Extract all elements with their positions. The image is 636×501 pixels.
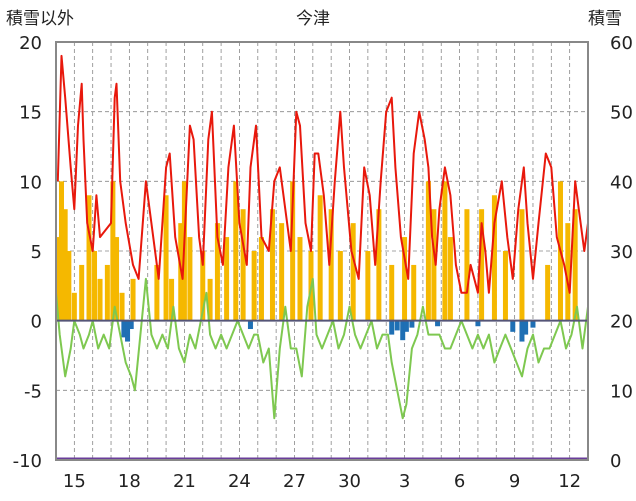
- yellow-bars-bar: [290, 181, 296, 321]
- yellow-bars-bar: [545, 264, 551, 321]
- right-tick-label: 0: [610, 451, 621, 472]
- left-tick-label: -5: [24, 381, 42, 402]
- x-tick-label: 21: [173, 471, 196, 492]
- x-tick-label: 18: [118, 471, 141, 492]
- chart-title: 今津: [296, 9, 330, 29]
- blue-bars-bar: [403, 320, 409, 332]
- right-tick-label: 40: [610, 172, 633, 193]
- x-tick-label: 6: [454, 471, 465, 492]
- yellow-bars-bar: [207, 278, 213, 321]
- blue-bars-bar: [125, 320, 131, 342]
- yellow-bars-bar: [104, 264, 110, 321]
- yellow-bars-bar: [154, 264, 160, 321]
- left-axis-label: 積雪以外: [6, 9, 74, 29]
- yellow-bars-bar: [376, 209, 382, 321]
- blue-bars-bar: [121, 320, 127, 338]
- yellow-bars-bar: [233, 181, 239, 321]
- yellow-bars-bar: [491, 195, 497, 321]
- yellow-bars-bar: [86, 195, 92, 321]
- x-tick-label: 27: [283, 471, 306, 492]
- blue-bars-bar: [523, 320, 529, 335]
- left-tick-label: 20: [19, 33, 42, 54]
- yellow-bars-bar: [297, 237, 303, 321]
- left-tick-label: -10: [13, 451, 42, 472]
- blue-bars-bar: [435, 320, 441, 327]
- right-tick-label: 50: [610, 103, 633, 124]
- yellow-bars-bar: [442, 181, 448, 321]
- x-tick-label: 24: [228, 471, 251, 492]
- yellow-bars-bar: [411, 264, 417, 321]
- x-tick-label: 12: [558, 471, 581, 492]
- yellow-bars-bar: [110, 181, 116, 321]
- blue-bars-bar: [519, 320, 525, 342]
- blue-bars-bar: [128, 320, 134, 330]
- yellow-bars-bar: [464, 209, 470, 321]
- x-tick-label: 15: [63, 471, 86, 492]
- yellow-bars-bar: [169, 278, 175, 321]
- yellow-bars-bar: [425, 181, 431, 321]
- green-line-series: [55, 277, 589, 420]
- right-tick-label: 10: [610, 381, 633, 402]
- yellow-bars-bar: [279, 223, 285, 321]
- yellow-bars-bar: [163, 195, 169, 321]
- yellow-bars-bar: [251, 251, 257, 321]
- right-axis-label: 積雪: [588, 9, 622, 29]
- blue-bars-bar: [475, 320, 481, 327]
- right-tick-label: 60: [610, 33, 633, 54]
- yellow-bars-bar: [66, 251, 72, 321]
- yellow-bars-bar: [431, 209, 437, 321]
- red-line-series: [56, 54, 589, 294]
- left-tick-label: 5: [31, 242, 42, 263]
- yellow-bars-bar: [97, 278, 103, 321]
- yellow-bars-bar: [114, 237, 120, 321]
- x-tick-label: 3: [399, 471, 410, 492]
- yellow-bars-bar: [200, 251, 206, 321]
- yellow-bars-bar: [187, 237, 193, 321]
- yellow-bars-bar: [337, 251, 343, 321]
- left-tick-label: 10: [19, 172, 42, 193]
- right-tick-label: 20: [610, 312, 633, 333]
- yellow-bars-bar: [565, 223, 571, 321]
- yellow-bars-bar: [402, 237, 408, 321]
- yellow-bars-bar: [130, 278, 136, 321]
- yellow-bars-bar: [59, 181, 65, 321]
- yellow-bars-bar: [62, 209, 68, 321]
- x-tick-label: 9: [509, 471, 520, 492]
- yellow-bars-bar: [365, 251, 371, 321]
- blue-bars-bar: [394, 320, 400, 331]
- right-tick-label: 30: [610, 242, 633, 263]
- yellow-bars-bar: [447, 237, 453, 321]
- yellow-bars-bar: [389, 264, 395, 321]
- yellow-bars-bar: [519, 209, 525, 321]
- yellow-bars-bar: [269, 209, 275, 321]
- yellow-bars-bar: [328, 209, 334, 321]
- yellow-bars-bar: [79, 264, 85, 321]
- yellow-bars-bar: [224, 237, 230, 321]
- yellow-bars-bar: [71, 292, 77, 321]
- blue-bars-bar: [409, 320, 415, 328]
- yellow-bars-bar: [55, 237, 61, 321]
- plot-frame: [55, 41, 589, 461]
- left-tick-label: 15: [19, 103, 42, 124]
- left-tick-label: 0: [31, 312, 42, 333]
- yellow-bars-bar: [350, 223, 356, 321]
- yellow-bars-bar: [258, 237, 264, 321]
- yellow-bars-bar: [502, 251, 508, 321]
- yellow-bars-bar: [119, 292, 125, 321]
- blue-bars-bar: [389, 320, 395, 335]
- yellow-bars-bar: [479, 209, 485, 321]
- yellow-bars-bar: [240, 209, 246, 321]
- yellow-bars-bar: [572, 209, 578, 321]
- yellow-bars-bar: [92, 251, 98, 321]
- blue-bars-bar: [247, 320, 253, 330]
- yellow-bars-bar: [214, 223, 220, 321]
- blue-bars-bar: [400, 320, 406, 341]
- blue-bars-bar: [530, 320, 536, 328]
- yellow-bars-bar: [317, 195, 323, 321]
- blue-bars-bar: [510, 320, 516, 332]
- x-tick-label: 30: [338, 471, 361, 492]
